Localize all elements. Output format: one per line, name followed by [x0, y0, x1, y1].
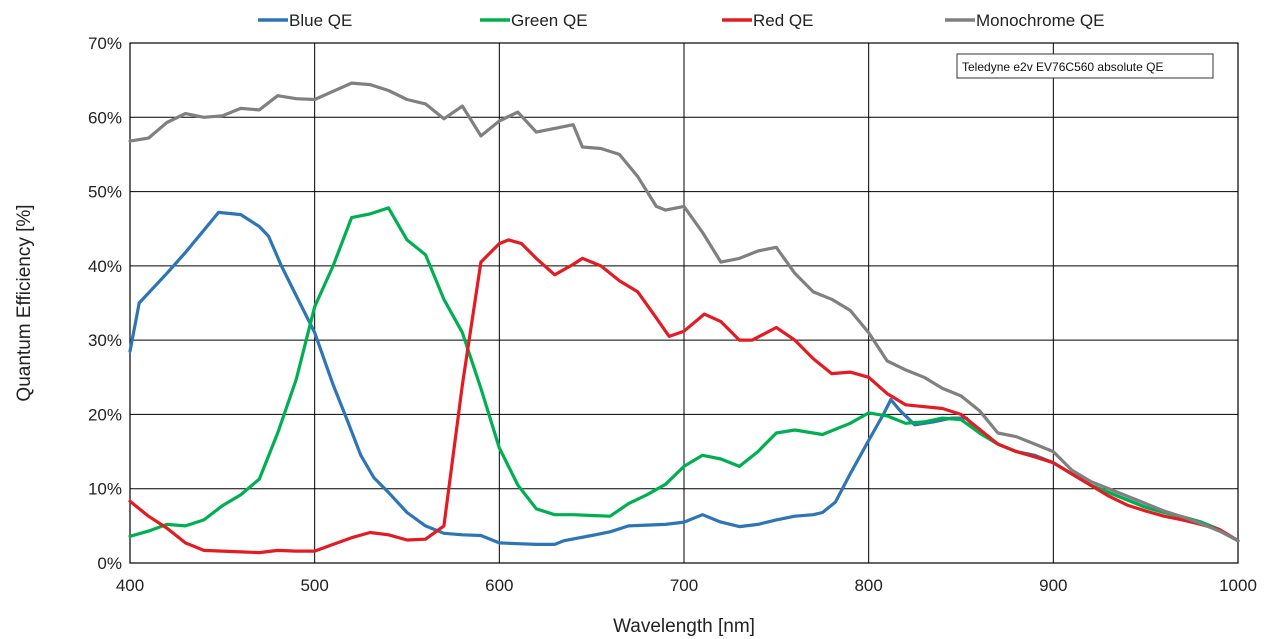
x-axis-title: Wavelength [nm]: [613, 616, 755, 637]
x-tick-labels: 400 500 600 700 800 900 1000: [116, 576, 1257, 595]
annotation-frame: [956, 53, 1214, 79]
legend-label-red-qe: Red QE: [753, 11, 813, 30]
y-tick-label: 10%: [88, 480, 122, 499]
legend: Blue QE Green QE Red QE Monochrome QE: [258, 11, 1105, 30]
y-tick-labels: 0% 10% 20% 30% 40% 50% 60% 70%: [88, 34, 122, 573]
annotation-box: Teledyne e2v EV76C560 absolute QE: [956, 53, 1214, 79]
y-tick-label: 30%: [88, 331, 122, 350]
series-line-red-qe: [128, 238, 1240, 555]
y-tick-label: 40%: [88, 257, 122, 276]
y-tick-label: 60%: [88, 108, 122, 127]
y-tick-label: 0%: [97, 554, 122, 573]
y-axis-title: Quantum Efficiency [%]: [14, 204, 35, 401]
x-tick-label: 700: [670, 576, 698, 595]
legend-label-monochrome-qe: Monochrome QE: [976, 11, 1105, 30]
y-tick-label: 70%: [88, 34, 122, 53]
annotation-text: Teledyne e2v EV76C560 absolute QE: [962, 60, 1163, 74]
x-tick-label: 800: [854, 576, 882, 595]
x-tick-label: 600: [485, 576, 513, 595]
x-tick-label: 400: [116, 576, 144, 595]
legend-label-green-qe: Green QE: [511, 11, 588, 30]
legend-label-blue-qe: Blue QE: [289, 11, 352, 30]
y-tick-label: 50%: [88, 183, 122, 202]
plot-frame: [129, 42, 1239, 564]
y-tick-label: 20%: [88, 405, 122, 424]
x-tick-label: 1000: [1219, 576, 1257, 595]
grid-lines: [129, 42, 1239, 564]
x-tick-label: 900: [1039, 576, 1067, 595]
series-layer: [128, 81, 1240, 555]
x-tick-label: 500: [300, 576, 328, 595]
series-line-monochrome-qe: [128, 81, 1240, 543]
